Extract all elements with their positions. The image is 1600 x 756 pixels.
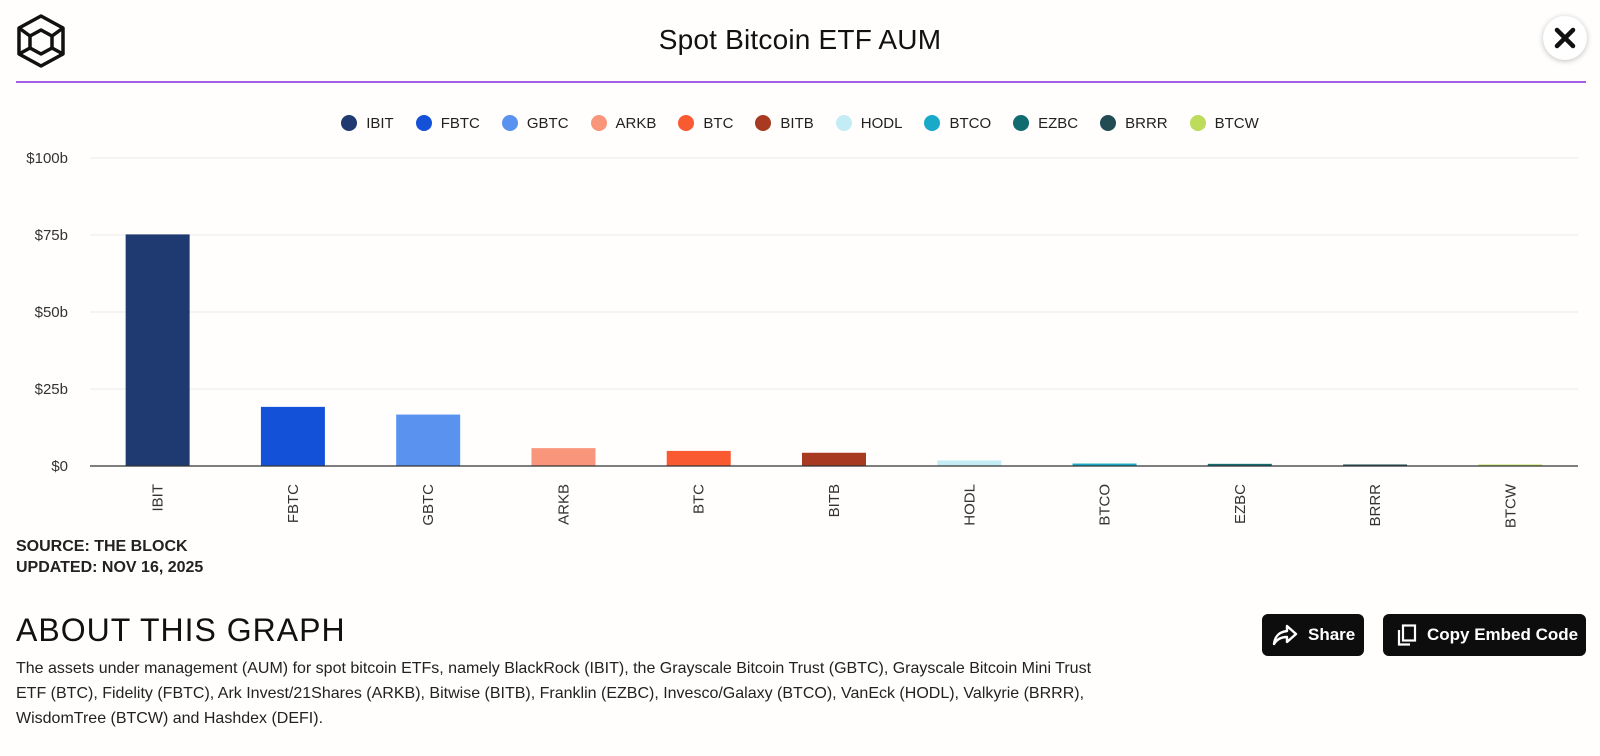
legend-item-brrr[interactable]: BRRR [1100,115,1168,132]
x-tick-label-gbtc: GBTC [420,484,437,526]
legend-label-hodl: HODL [860,114,903,132]
legend-item-btcw[interactable]: BTCW [1189,114,1259,132]
the-block-logo-icon [17,14,65,68]
legend-item-gbtc[interactable]: GBTC [501,114,569,132]
legend-dot-fbtc [415,115,432,131]
y-tick-label: $0 [51,458,68,475]
about-heading: ABOUT THIS GRAPH [16,612,346,648]
x-tick-label-btcw: BTCW [1502,483,1519,528]
legend-dot-gbtc [501,115,518,131]
x-tick-label-btc: BTC [691,484,708,514]
legend-label-bitb: BITB [780,114,814,132]
about-description: The assets under management (AUM) for sp… [16,660,1092,727]
legend-dot-btco [924,115,941,131]
x-tick-label-btco: BTCO [1097,484,1114,526]
x-tick-label-brrr: BRRR [1367,484,1384,527]
legend-item-bitb[interactable]: BITB [755,114,814,132]
legend-label-btcw: BTCW [1214,114,1259,132]
legend-item-arkb[interactable]: ARKB [590,114,657,132]
legend-label-ibit: IBIT [366,114,394,132]
legend-item-ibit[interactable]: IBIT [341,115,394,132]
share-label: Share [1308,625,1356,644]
legend-item-btco[interactable]: BTCO [924,115,991,132]
close-button[interactable] [1543,16,1587,60]
legend-label-arkb: ARKB [615,114,657,132]
legend-label-ezbc: EZBC [1038,114,1079,132]
bar-ibit[interactable] [125,234,190,466]
legend-dot-btc [678,115,695,131]
bar-btcw[interactable] [1478,464,1543,467]
bar-ezbc[interactable] [1207,463,1272,466]
legend-item-fbtc[interactable]: FBTC [415,114,480,132]
x-tick-label-fbtc: FBTC [285,484,302,523]
legend-label-btc: BTC [703,114,734,132]
legend-item-ezbc[interactable]: EZBC [1013,115,1078,132]
source-info: SOURCE: THE BLOCK UPDATED: NOV 16, 2025 [16,536,203,578]
chart-legend: IBIT FBTC GBTC ARKB BTC BITB HODL BTCO EZBC BRRR B… [0,112,1600,134]
bar-fbtc[interactable] [260,406,325,466]
legend-dot-hodl [835,115,852,131]
share-button[interactable]: Share [1262,614,1364,656]
share-icon [1272,624,1298,646]
x-tick-label-arkb: ARKB [555,484,572,525]
y-tick-label: $100b [26,150,68,167]
legend-item-hodl[interactable]: HODL [835,114,903,132]
legend-dot-brrr [1100,115,1117,131]
bar-arkb[interactable] [531,448,596,466]
y-tick-label: $25b [35,381,68,398]
legend-label-fbtc: FBTC [440,114,480,132]
legend-dot-ibit [341,115,358,131]
legend-dot-btcw [1189,115,1206,131]
copy-embed-code-button[interactable]: Copy Embed Code [1383,614,1586,656]
y-tick-label: $50b [35,304,68,321]
bar-chart: $0 $25b $50b $75b $100b IBIT FBTC GBTC ARKB BTC BI… [26,150,1578,528]
bar-hodl[interactable] [937,460,1002,466]
legend-label-btco: BTCO [949,114,992,132]
copy-icon [1397,624,1417,646]
close-icon [1554,27,1576,49]
x-tick-label-ezbc: EZBC [1232,484,1249,524]
copy-embed-label: Copy Embed Code [1427,625,1579,644]
legend-dot-ezbc [1013,115,1030,131]
bar-btco[interactable] [1072,463,1137,466]
bar-btc[interactable] [666,450,731,466]
source-label: SOURCE: THE BLOCK [16,538,188,555]
y-tick-label: $75b [35,227,68,244]
bar-brrr[interactable] [1343,464,1408,466]
x-tick-label-bitb: BITB [826,484,843,517]
bar-bitb[interactable] [802,452,866,466]
updated-label: UPDATED: NOV 16, 2025 [16,559,204,576]
x-tick-label-ibit: IBIT [150,484,167,512]
x-tick-label-hodl: HODL [961,484,978,526]
header-divider [16,81,1586,83]
bar-gbtc[interactable] [396,414,461,466]
legend-item-btc[interactable]: BTC [678,115,733,132]
legend-label-brrr: BRRR [1125,114,1168,132]
legend-dot-arkb [590,115,607,131]
chart-title: Spot Bitcoin ETF AUM [658,24,942,55]
legend-dot-bitb [755,115,772,131]
legend-label-gbtc: GBTC [526,114,569,132]
